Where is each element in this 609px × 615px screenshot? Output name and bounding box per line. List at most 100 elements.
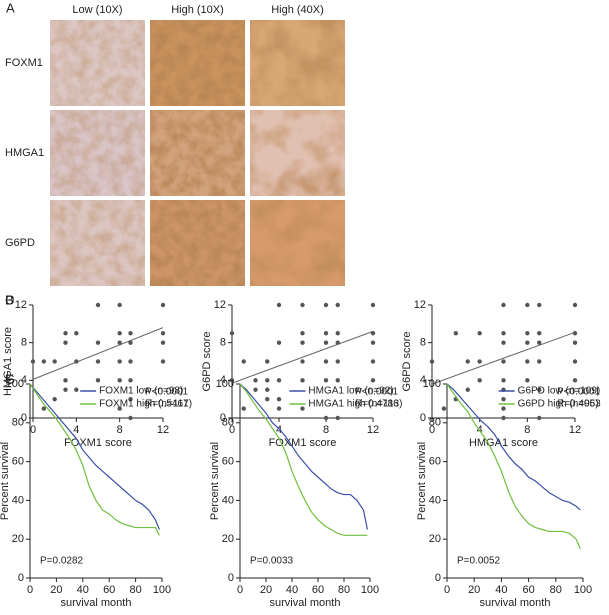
point bbox=[253, 378, 258, 383]
fit-line bbox=[32, 327, 164, 380]
point bbox=[477, 331, 482, 336]
point bbox=[477, 359, 482, 364]
survival-curve bbox=[239, 383, 368, 530]
point bbox=[323, 415, 329, 421]
point bbox=[300, 340, 305, 345]
point bbox=[128, 340, 133, 345]
point bbox=[453, 331, 459, 336]
point bbox=[117, 378, 122, 383]
x-tick-label: 0 bbox=[30, 424, 36, 436]
point bbox=[63, 387, 68, 392]
y-axis-label: Percent survival bbox=[416, 442, 428, 520]
point bbox=[501, 415, 506, 421]
row-label: FOXM1 bbox=[5, 57, 43, 69]
y-tick-label: 60 bbox=[12, 456, 24, 468]
point bbox=[572, 378, 578, 383]
micrograph-texture bbox=[50, 200, 145, 286]
micrograph-texture bbox=[50, 110, 145, 196]
y-tick-label: 80 bbox=[222, 417, 234, 429]
x-tick-label: 20 bbox=[468, 584, 480, 596]
legend-label: G6PD high (n=96) bbox=[518, 399, 599, 410]
point bbox=[323, 359, 329, 364]
point bbox=[41, 406, 47, 411]
point bbox=[265, 378, 270, 383]
y-tick-label: 12 bbox=[414, 299, 426, 311]
x-tick-label: 8 bbox=[524, 424, 530, 436]
y-tick-label: 12 bbox=[15, 299, 27, 311]
point bbox=[160, 302, 166, 308]
x-tick-label: 4 bbox=[276, 424, 282, 436]
x-axis-label: HMGA1 score bbox=[469, 437, 538, 449]
point bbox=[537, 302, 542, 308]
y-tick-label: 8 bbox=[21, 337, 27, 349]
annotation: P<0.0001 bbox=[145, 387, 189, 398]
y-tick-label: 4 bbox=[21, 374, 27, 386]
panel-label: C bbox=[5, 292, 14, 307]
micrograph-texture bbox=[150, 20, 245, 106]
panel-1: C 0 4 8 12 0 4 8 12 FOXM1 score G6PD score P<0.0001… bbox=[5, 292, 399, 448]
point bbox=[276, 378, 282, 383]
x-tick-label: 12 bbox=[157, 424, 169, 436]
point bbox=[128, 331, 133, 336]
micrograph-texture bbox=[250, 110, 345, 196]
legend-label: FOXM1 low (n=98) bbox=[99, 386, 183, 397]
y-tick-label: 60 bbox=[429, 456, 441, 468]
x-tick-label: 40 bbox=[77, 584, 89, 596]
x-tick-label: 40 bbox=[495, 584, 507, 596]
point bbox=[501, 331, 506, 336]
point bbox=[335, 331, 340, 336]
point bbox=[52, 359, 57, 364]
x-tick-label: 8 bbox=[323, 424, 329, 436]
panel-label: E bbox=[5, 371, 14, 386]
x-tick-label: 100 bbox=[574, 584, 592, 596]
point bbox=[537, 387, 542, 392]
point bbox=[229, 378, 235, 383]
point bbox=[241, 406, 246, 411]
point bbox=[501, 396, 506, 402]
survival-curve bbox=[239, 383, 368, 536]
annotation: P=0.0282 bbox=[40, 556, 84, 567]
point bbox=[572, 340, 578, 345]
point bbox=[501, 406, 506, 411]
point bbox=[323, 378, 329, 383]
micrograph-texture bbox=[250, 20, 345, 106]
fit-line bbox=[431, 331, 576, 385]
point bbox=[63, 331, 68, 336]
point bbox=[117, 331, 122, 336]
y-axis-label: HMGA1 score bbox=[2, 327, 14, 396]
annotation: P<0.0001 bbox=[557, 387, 601, 398]
y-tick-label: 0 bbox=[21, 412, 27, 424]
y-axis-label: G6PD score bbox=[401, 332, 413, 392]
y-tick-label: 100 bbox=[6, 378, 24, 390]
legend-label: G6PD low (n=109) bbox=[518, 386, 601, 397]
x-tick-label: 60 bbox=[103, 584, 115, 596]
x-tick-label: 40 bbox=[286, 584, 298, 596]
legend-label: HMGA1 low (n=92) bbox=[308, 386, 393, 397]
y-tick-label: 12 bbox=[214, 299, 226, 311]
point bbox=[501, 359, 506, 364]
legend-label: HMGA1 high (n=113) bbox=[308, 399, 402, 410]
y-tick-label: 20 bbox=[12, 533, 24, 545]
x-axis-label: survival month bbox=[61, 597, 132, 609]
point bbox=[501, 302, 506, 308]
point bbox=[74, 331, 79, 336]
panel-2: D 0 4 8 12 0 4 8 12 HMGA1 score G6PD score P<0.0001… bbox=[5, 292, 601, 448]
panel-label: D bbox=[5, 292, 14, 307]
y-tick-label: 0 bbox=[228, 572, 234, 584]
point bbox=[276, 396, 282, 402]
y-tick-label: 4 bbox=[220, 374, 226, 386]
point bbox=[241, 359, 246, 364]
point bbox=[465, 387, 470, 392]
x-tick-label: 12 bbox=[367, 424, 379, 436]
point bbox=[370, 340, 376, 345]
x-tick-label: 80 bbox=[338, 584, 350, 596]
point bbox=[128, 378, 133, 383]
x-tick-label: 20 bbox=[50, 584, 62, 596]
point bbox=[160, 340, 166, 345]
y-tick-label: 4 bbox=[420, 374, 426, 386]
point bbox=[117, 359, 122, 364]
annotation: R=0.5461 bbox=[145, 399, 189, 410]
